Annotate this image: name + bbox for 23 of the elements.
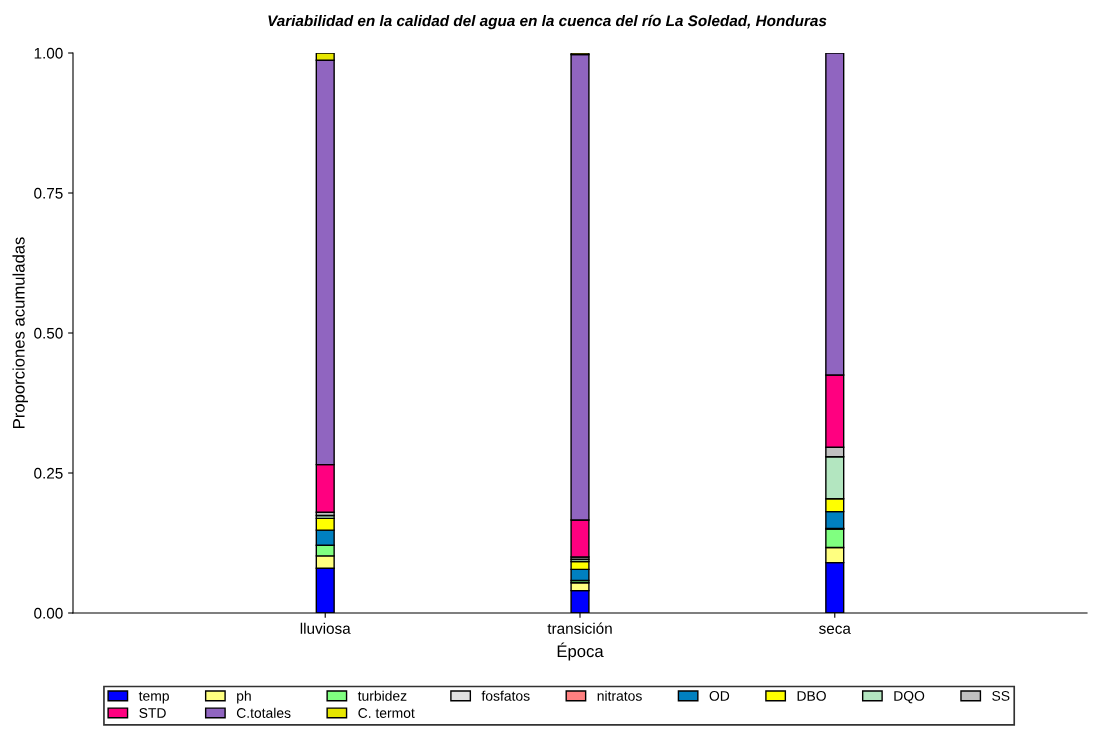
y-axis-title: Proporciones acumuladas [12, 237, 28, 428]
legend-label: DQO [894, 690, 925, 704]
legend-label: turbidez [357, 690, 407, 701]
x-axis-title: Época [557, 642, 604, 661]
legend-label: SS [992, 690, 1010, 701]
y-tick-label: 0.00 [34, 607, 63, 619]
legend-label: C. termot [358, 708, 415, 718]
x-tick-label: transición [547, 622, 612, 634]
x-tick-label: seca [819, 625, 851, 634]
y-tick-label: 0.50 [34, 327, 63, 339]
chart-title: Variabilidad en la calidad del agua en la cuenca del río La Soledad, Honduras [268, 14, 827, 30]
legend-label: STD [139, 708, 166, 718]
legend-label: ph [237, 690, 251, 704]
y-tick-label: 1.00 [34, 47, 63, 59]
legend-label: C.totales [236, 707, 291, 718]
y-tick-label: 0.25 [34, 467, 63, 479]
legend-label: nitratos [597, 690, 642, 701]
legend-label: temp [138, 691, 169, 704]
y-tick-label: 0.75 [34, 187, 63, 199]
x-tick-label: lluviosa [300, 622, 351, 634]
legend-label: OD [709, 690, 730, 701]
legend-label: fosfatos [481, 690, 530, 701]
legend-label: DBO [797, 690, 826, 701]
